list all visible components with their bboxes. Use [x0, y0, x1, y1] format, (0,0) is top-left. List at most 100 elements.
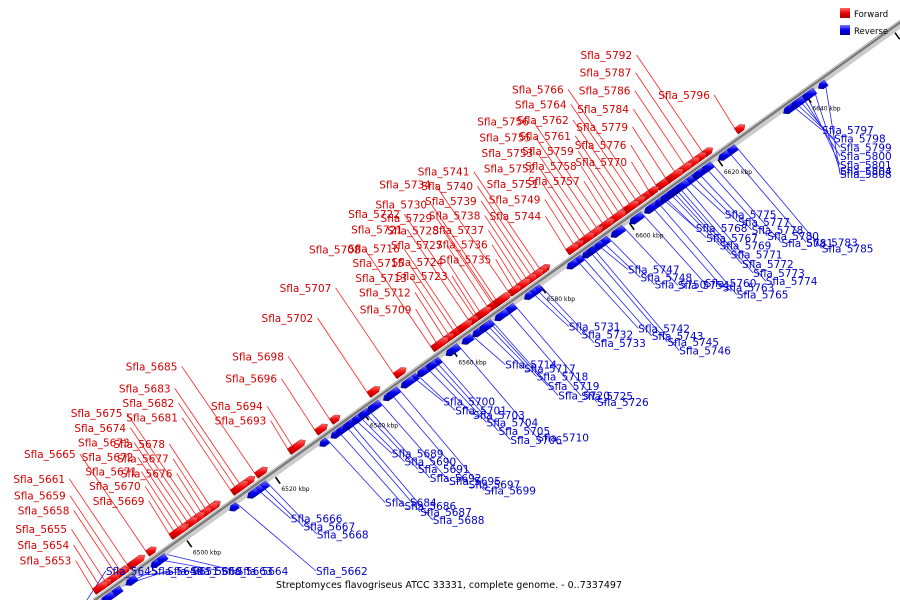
reverse-gene-arrow — [101, 590, 117, 600]
legend-reverse-label: Reverse — [854, 27, 888, 37]
reverse-gene-arrow — [718, 149, 732, 161]
label-leader-lines — [69, 54, 841, 600]
gene-label: Sfla_5709 — [360, 304, 412, 316]
gene-label: Sfla_5666 — [291, 514, 343, 526]
gene-label: Sfla_5750 — [655, 280, 707, 292]
forward-gene-arrow — [475, 306, 492, 320]
label-leader-line — [235, 502, 317, 572]
label-leader-line — [530, 291, 570, 327]
label-leader-line — [485, 323, 537, 377]
gene-label: Sfla_5672 — [82, 452, 134, 464]
label-leader-line — [824, 80, 841, 175]
reverse-gene-arrow — [523, 290, 535, 301]
label-leader-line — [265, 481, 318, 535]
label-leader-line — [317, 317, 371, 398]
gene-label: Sfla_5779 — [576, 122, 628, 134]
label-leader-line — [434, 360, 499, 432]
label-leader-line — [713, 94, 739, 134]
label-leader-line — [682, 182, 767, 282]
gene-label: Sfla_5752 — [484, 164, 536, 176]
label-leader-line — [174, 388, 243, 489]
gene-label: Sfla_5705 — [498, 426, 550, 438]
gene-label: Sfla_5739 — [425, 196, 477, 208]
gene-label: Sfla_5668 — [317, 529, 369, 541]
gene-label: Sfla_5765 — [737, 290, 789, 302]
gene-label: Sfla_5684 — [385, 498, 437, 510]
gene-label: Sfla_5768 — [696, 223, 748, 235]
label-leader-line — [389, 392, 469, 485]
gene-label: Sfla_5746 — [679, 346, 731, 358]
label-leader-line — [414, 292, 448, 343]
gene-label: Sfla_5787 — [580, 68, 632, 80]
scale-tick-mark — [894, 32, 900, 40]
scale-tick-mark — [628, 222, 635, 231]
gene-label: Sfla_5761 — [519, 131, 571, 143]
label-leader-line — [477, 186, 539, 277]
label-leader-line — [169, 443, 214, 511]
gene-label: Sfla_5756 — [477, 117, 529, 129]
gene-label: Sfla_5727 — [391, 240, 443, 252]
label-leader-line — [640, 212, 706, 284]
gene-label: Sfla_5751 — [487, 179, 539, 191]
gene-label: Sfla_5717 — [524, 363, 576, 375]
label-leader-line — [588, 249, 668, 343]
reverse-gene-arrow — [125, 574, 139, 586]
label-leader-line — [710, 162, 782, 244]
gene-label: Sfla_5708 — [309, 245, 361, 257]
label-leader-line — [537, 152, 595, 237]
label-leader-line — [583, 180, 612, 225]
label-leader-line — [434, 184, 512, 296]
label-leader-line — [337, 430, 405, 507]
gene-label: Sfla_5686 — [404, 501, 456, 513]
gene-label: Sfla_5773 — [753, 268, 805, 280]
reverse-gene-arrow — [566, 258, 580, 270]
gene-label: Sfla_5725 — [581, 391, 633, 403]
gene-label: Sfla_5800 — [840, 151, 892, 163]
backbone-shadow — [93, 21, 900, 600]
label-leader-line — [650, 205, 723, 288]
gene-label: Sfla_5724 — [392, 257, 444, 269]
label-leader-line — [141, 471, 182, 533]
label-leader-line — [256, 488, 292, 519]
gene-label: Sfla_5697 — [469, 480, 521, 492]
label-leader-line — [69, 495, 124, 575]
reverse-gene-arrow — [229, 501, 240, 512]
label-leader-line — [181, 417, 235, 496]
label-leader-line — [663, 195, 707, 239]
scale-tick-label: 6580 kbp — [547, 296, 575, 303]
label-leader-line — [535, 287, 582, 335]
label-leader-line — [480, 200, 535, 280]
reverse-gene-arrow — [150, 558, 162, 568]
scale-tick-label: 6500 kbp — [193, 550, 221, 557]
label-leader-line — [126, 412, 200, 520]
label-leader-line — [176, 473, 205, 517]
gene-label: Sfla_5688 — [433, 515, 485, 527]
gene-label: Sfla_5744 — [489, 211, 541, 223]
gene-label: Sfla_5712 — [359, 288, 411, 300]
gene-label: Sfla_5670 — [89, 481, 141, 493]
label-leader-line — [172, 458, 209, 514]
label-leader-line — [325, 438, 386, 503]
scale-tick-mark — [274, 476, 281, 485]
label-leader-line — [79, 453, 150, 556]
gene-label: Sfla_5722 — [348, 209, 400, 221]
reverse-gene-arrow — [385, 386, 402, 400]
gene-label: Sfla_5700 — [443, 397, 495, 409]
gene-label: Sfla_5735 — [440, 254, 492, 266]
label-leader-line — [181, 366, 258, 478]
gene-label: Sfla_5792 — [580, 50, 632, 62]
gene-label: Sfla_5691 — [418, 464, 470, 476]
gene-label: Sfla_5673 — [78, 437, 130, 449]
label-leader-line — [442, 230, 496, 308]
gene-label: Sfla_5808 — [840, 169, 892, 181]
gene-label: Sfla_5690 — [404, 457, 456, 469]
label-leader-line — [75, 560, 97, 595]
gene-label: Sfla_5665 — [24, 449, 76, 461]
scale-tick-label: 6560 kbp — [458, 359, 486, 366]
label-leader-line — [632, 126, 670, 183]
reverse-gene-arrow — [494, 308, 510, 322]
gene-label: Sfla_5801 — [840, 160, 892, 172]
legend-reverse-swatch — [840, 25, 850, 35]
label-leader-line — [148, 500, 173, 540]
